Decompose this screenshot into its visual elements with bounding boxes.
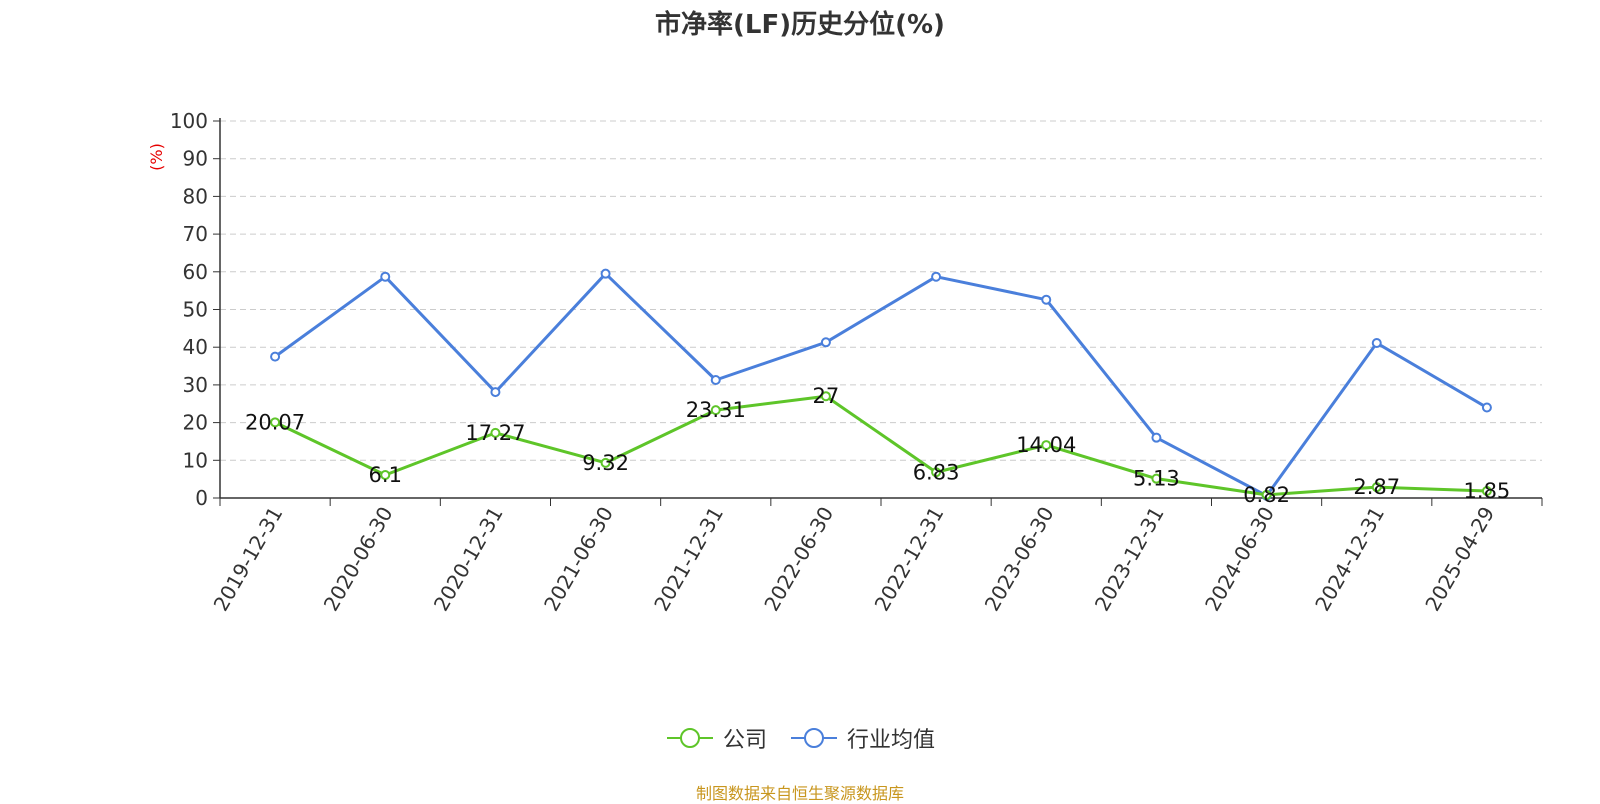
data-label: 17.27	[465, 421, 525, 445]
y-tick-label: 90	[183, 147, 208, 171]
data-label: 6.1	[369, 463, 402, 487]
series-line-company	[274, 394, 1487, 497]
legend-label-industry: 行业均值	[847, 728, 936, 753]
data-point-industry	[931, 271, 942, 282]
data-point-company	[1261, 489, 1272, 500]
x-tick-label: 2019-12-31	[209, 503, 288, 616]
x-tick-label: 2021-06-30	[539, 503, 618, 616]
y-axis-label: (%)	[147, 143, 166, 171]
legend-item-company[interactable]: 公司	[665, 722, 767, 754]
data-point-company	[1041, 440, 1052, 451]
data-point-company	[270, 417, 281, 428]
data-point-company	[490, 427, 501, 438]
data-point-industry	[710, 374, 721, 385]
data-label: 1.85	[1464, 479, 1511, 503]
chart-title: 市净率(LF)历史分位(%)	[655, 10, 945, 40]
data-point-company	[1151, 473, 1162, 484]
data-point-industry	[270, 351, 281, 362]
data-label: 23.31	[686, 398, 746, 422]
x-tick-label: 2023-12-31	[1090, 503, 1169, 616]
y-tick-label: 80	[183, 184, 208, 208]
data-label: 5.13	[1133, 467, 1180, 491]
data-label: 9.32	[582, 451, 629, 475]
data-point-industry	[1151, 432, 1162, 443]
x-tick-label: 2021-12-31	[649, 503, 728, 616]
y-tick-label: 100	[170, 109, 208, 133]
data-point-industry	[1481, 402, 1492, 413]
data-point-industry	[820, 337, 831, 348]
legend-label-company: 公司	[722, 728, 767, 753]
data-label: 20.07	[245, 410, 305, 434]
data-point-company	[1481, 486, 1492, 497]
legend: 公司 行业均值	[0, 722, 1600, 754]
data-point-industry	[1371, 338, 1382, 349]
x-tick-label: 2023-06-30	[980, 503, 1059, 616]
data-label: 2.87	[1353, 475, 1400, 499]
x-tick-label: 2024-12-31	[1310, 503, 1389, 616]
data-point-industry	[1041, 294, 1052, 305]
legend-item-industry[interactable]: 行业均值	[789, 722, 935, 754]
x-tick-label: 2020-12-31	[429, 503, 508, 616]
x-tick-label: 2025-04-29	[1420, 503, 1499, 616]
y-tick-label: 70	[183, 222, 208, 246]
data-point-company	[1371, 482, 1382, 493]
y-tick-label: 20	[183, 411, 208, 435]
legend-industry-line-icon	[791, 728, 837, 748]
legend-company-line-icon	[666, 728, 713, 748]
data-point-company	[600, 457, 611, 468]
y-tick-label: 0	[195, 486, 208, 510]
y-tick-label: 50	[183, 298, 208, 322]
data-point-company	[931, 467, 942, 478]
source-note: 制图数据来自恒生聚源数据库	[695, 784, 904, 803]
data-point-company	[710, 405, 721, 416]
y-tick-label: 60	[183, 260, 208, 284]
data-point-company	[380, 470, 391, 481]
data-point-industry	[600, 268, 611, 279]
data-label: 6.83	[913, 460, 960, 484]
data-label: 0.82	[1243, 483, 1290, 507]
data-label: 14.04	[1016, 433, 1076, 457]
data-point-company	[820, 391, 831, 402]
x-tick-label: 2022-06-30	[759, 503, 838, 616]
x-tick-label: 2024-06-30	[1200, 503, 1279, 616]
data-label: 27	[813, 384, 840, 408]
data-point-industry	[490, 387, 501, 398]
data-point-industry	[380, 271, 391, 282]
x-tick-label: 2022-12-31	[870, 503, 949, 616]
y-tick-label: 30	[183, 373, 208, 397]
series-line-industry	[274, 272, 1488, 498]
x-tick-label: 2020-06-30	[319, 503, 398, 616]
y-tick-label: 40	[183, 335, 208, 359]
y-tick-label: 10	[183, 448, 208, 472]
